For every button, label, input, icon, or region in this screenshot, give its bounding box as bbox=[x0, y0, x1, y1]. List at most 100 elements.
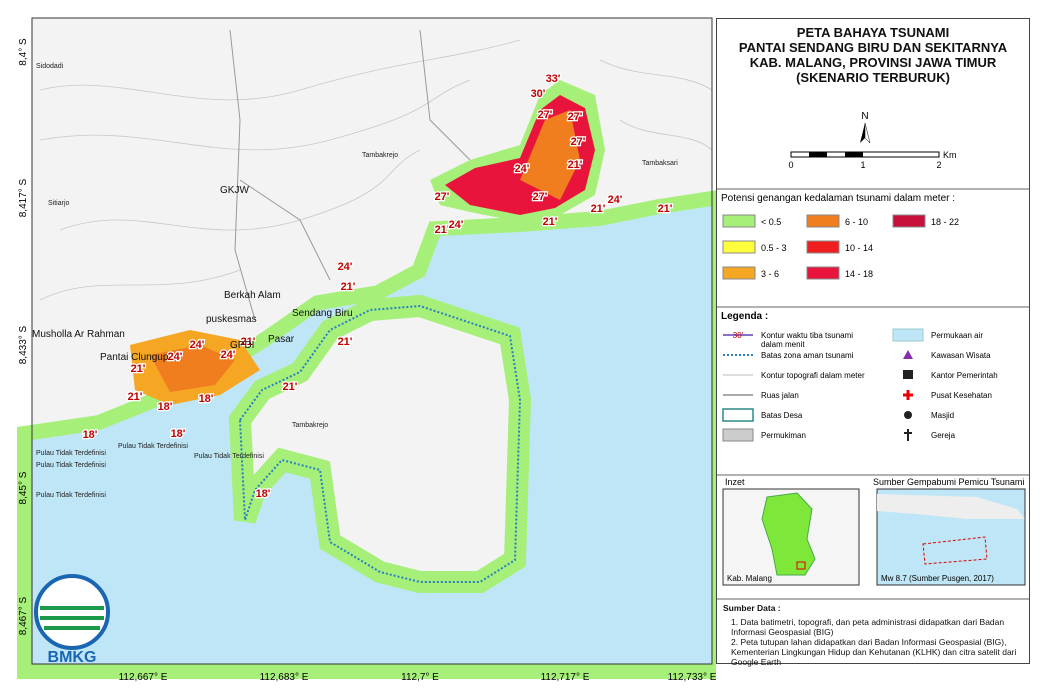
lat-label: 8,45° S bbox=[18, 471, 29, 504]
lon-label: 112,717° E bbox=[541, 672, 590, 683]
scale-bar bbox=[790, 151, 940, 158]
title-line: KAB. MALANG, PROVINSI JAWA TIMUR bbox=[749, 55, 997, 70]
place-label: Sitiarjo bbox=[48, 200, 70, 207]
place-label: Sidodadi bbox=[36, 63, 64, 70]
place-label: Sendang Biru bbox=[292, 308, 353, 319]
legend-label: Pusat Kesehatan bbox=[931, 391, 992, 400]
title-block: PETA BAHAYA TSUNAMI PANTAI SENDANG BIRU … bbox=[717, 25, 1029, 85]
lat-label: 8,433° S bbox=[18, 325, 29, 364]
hazard bbox=[520, 110, 580, 200]
source-inset-title: Sumber Gempabumi Pemicu Tsunami bbox=[873, 477, 1024, 487]
lon-label: 112,733° E bbox=[668, 672, 716, 683]
arrival-time-label: 24' bbox=[338, 261, 353, 273]
depth-swatch bbox=[806, 266, 840, 280]
legend-label: Ruas jalan bbox=[761, 391, 799, 400]
scale-unit: Km bbox=[943, 150, 957, 160]
arrival-time-label: 24' bbox=[190, 339, 205, 351]
java bbox=[877, 494, 1025, 519]
legend-label: Batas Desa bbox=[761, 411, 803, 420]
legend-symbol bbox=[892, 328, 924, 342]
lat-label: 8,467° S bbox=[18, 596, 29, 635]
title-line: PANTAI SENDANG BIRU DAN SEKITARNYA bbox=[738, 40, 1008, 55]
place-label: Pulau Tidak Terdefinisi bbox=[36, 450, 106, 457]
arrival-time-label: 27' bbox=[538, 109, 553, 121]
north-label: N bbox=[861, 111, 868, 122]
lat-label: 8,417° S bbox=[18, 178, 29, 217]
scale-tick: 0 bbox=[788, 160, 793, 170]
depth-swatch bbox=[806, 214, 840, 228]
lon-label: 112,683° E bbox=[260, 672, 309, 683]
place-label: Pulau Tidak Terdefinisi bbox=[36, 492, 106, 499]
arrival-time-label: 21' bbox=[283, 381, 298, 393]
arrival-time-label: 27' bbox=[571, 136, 586, 148]
logo-text: BMKG bbox=[48, 649, 97, 666]
place-label: Tambakrejo bbox=[292, 422, 328, 429]
arrival-time-label: 21' bbox=[435, 224, 450, 236]
scale-bar bbox=[845, 152, 863, 157]
title-line: (SKENARIO TERBURUK) bbox=[796, 70, 950, 85]
arrival-time-label: 21' bbox=[338, 336, 353, 348]
north-arrow bbox=[860, 123, 865, 143]
roads bbox=[229, 29, 471, 321]
hazard bbox=[150, 345, 235, 392]
depth-label: 6 - 10 bbox=[845, 217, 868, 227]
legend-sample: 30' bbox=[733, 331, 744, 340]
place-label: Pantai Clungup bbox=[100, 352, 169, 363]
legend-label: Kawasan Wisata bbox=[931, 351, 991, 360]
legend-label: Batas zona aman tsunami bbox=[761, 351, 854, 360]
arrival-time-label: 21' bbox=[131, 363, 146, 375]
arrival-time-label: 27' bbox=[568, 111, 583, 123]
logo: BMKG bbox=[34, 574, 110, 666]
source-zone bbox=[922, 536, 988, 565]
scale-tick: 2 bbox=[936, 160, 941, 170]
scale-bar bbox=[809, 152, 827, 157]
legend-label: Permukiman bbox=[761, 431, 806, 440]
legend-label: Kontur topografi dalam meter bbox=[761, 371, 865, 380]
arrival-time-label: 24' bbox=[608, 194, 623, 206]
map: 8,4° S 8,417° S 8,433° S 8,45° S 8,467° S 112… bbox=[17, 17, 716, 683]
place-label: Tambakrejo bbox=[362, 152, 398, 159]
legend-symbol bbox=[903, 350, 913, 359]
arrival-time-label: 21' bbox=[591, 203, 606, 215]
arrival-time-label: 21' bbox=[241, 336, 256, 348]
arrival-time-label: 21' bbox=[568, 159, 583, 171]
legend-symbol bbox=[904, 429, 912, 441]
depth-label: 18 - 22 bbox=[931, 217, 959, 227]
depth-legend: < 0.5 6 - 10 18 - 22 0.5 - 3 10 - 14 3 - 6 14 … bbox=[722, 214, 959, 280]
lon-label: 112,7° E bbox=[401, 672, 439, 683]
lon-label: 112,667° E bbox=[119, 672, 168, 683]
legend-label-line: dalam menit bbox=[761, 340, 805, 349]
legend-title: Legenda : bbox=[721, 311, 768, 322]
depth-label: 0.5 - 3 bbox=[761, 243, 787, 253]
scale-tick: 1 bbox=[860, 160, 865, 170]
legend-symbol bbox=[903, 370, 913, 379]
arrival-time-label: 33' bbox=[546, 73, 561, 85]
map-frame bbox=[31, 17, 713, 665]
arrival-time-label: 18' bbox=[158, 401, 173, 413]
place-label: Pulau Tidak Terdefinisi bbox=[36, 462, 106, 469]
logo-circle bbox=[34, 574, 110, 650]
source-item: 1. Data batimetri, topografi, dan peta a… bbox=[731, 617, 1005, 637]
inset-label: Kab. Malang bbox=[727, 574, 772, 583]
legend-symbol bbox=[903, 390, 913, 400]
depth-legend-title: Potensi genangan kedalaman tsunami dalam… bbox=[721, 193, 955, 204]
legend: 30' Kontur waktu tiba tsunami dalam menit B… bbox=[722, 328, 998, 442]
place-label: Pasar bbox=[268, 334, 295, 345]
inset-title: Inzet bbox=[725, 477, 745, 487]
inset-region bbox=[761, 492, 816, 576]
legend-label: Masjid bbox=[931, 411, 954, 420]
legend-symbol bbox=[722, 408, 754, 422]
arrival-time-label: 24' bbox=[449, 219, 464, 231]
depth-swatch bbox=[722, 240, 756, 254]
source-item: 2. Peta tutupan lahan didapatkan dari Ba… bbox=[731, 637, 1017, 667]
title-line: PETA BAHAYA TSUNAMI bbox=[796, 25, 950, 40]
depth-swatch bbox=[722, 214, 756, 228]
inset-marker bbox=[796, 561, 806, 570]
north-arrow bbox=[864, 122, 871, 144]
arrival-time-label: 18' bbox=[199, 393, 214, 405]
depth-label: < 0.5 bbox=[761, 217, 781, 227]
depth-swatch bbox=[892, 214, 926, 228]
lat-label: 8,4° S bbox=[18, 38, 29, 66]
arrival-time-label: 27' bbox=[435, 191, 450, 203]
legend-label: Gereja bbox=[931, 431, 956, 440]
